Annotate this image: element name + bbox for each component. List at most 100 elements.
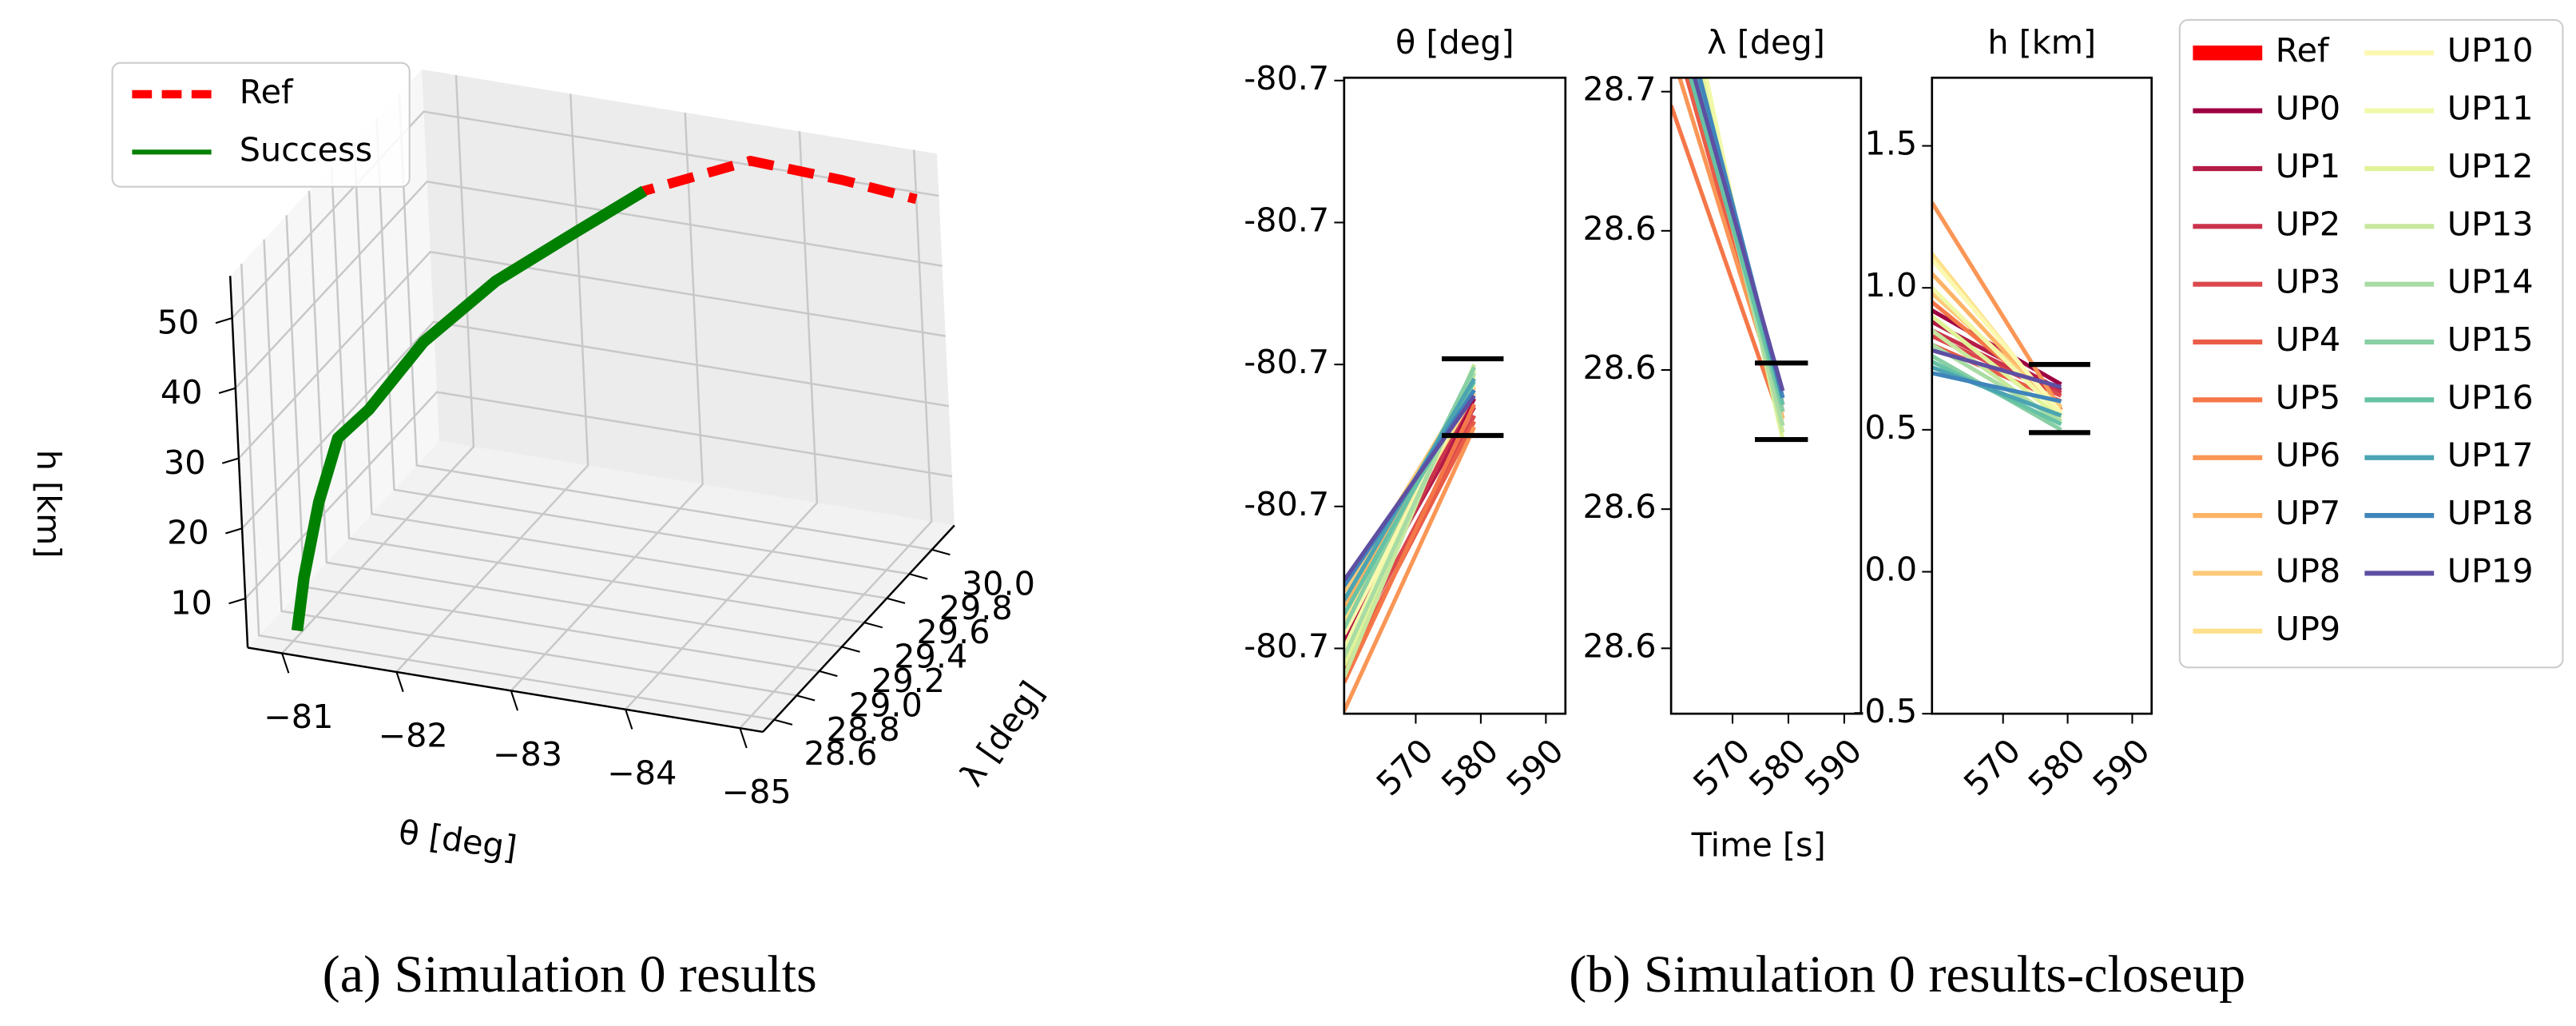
y-tick-label: 1.5 <box>1864 125 1917 163</box>
y-tick-label: 28.7 <box>1582 70 1656 109</box>
pane-floor <box>248 441 955 732</box>
x-tick <box>625 709 633 730</box>
panel-frame <box>1343 76 1567 715</box>
legend-label: Ref <box>2276 31 2330 70</box>
panel-frame <box>1669 76 1863 715</box>
x-tick-label: 580 <box>1435 731 1506 803</box>
y-tick-label: -80.7 <box>1244 626 1329 665</box>
x-tick <box>510 690 519 711</box>
x-axis-label: θ [deg] <box>396 813 519 867</box>
y-tick-label: -80.7 <box>1244 59 1329 97</box>
x-axis-label: Time [s] <box>1691 826 1826 865</box>
y-tick-label: 28.6 <box>1582 209 1656 248</box>
legend-label: UP7 <box>2276 494 2340 532</box>
y-tick <box>841 646 860 653</box>
y-axis-label: λ [deg] <box>952 674 1051 793</box>
series-line <box>1344 403 1477 684</box>
y-tick-label: 29.8 <box>939 589 1013 627</box>
series-line <box>1688 78 1785 406</box>
series-line <box>1344 426 1477 712</box>
y-tick-label: 1.0 <box>1864 266 1917 304</box>
legend-label: UP10 <box>2447 31 2534 70</box>
z-tick-label: 30 <box>164 443 206 482</box>
grid-line <box>395 93 589 673</box>
series-line <box>1671 105 1785 427</box>
grid-line <box>398 93 932 551</box>
panel-frame <box>1931 76 2153 715</box>
z-axis <box>228 276 249 648</box>
series-line <box>1931 348 2062 389</box>
grid-line <box>625 131 819 710</box>
trajectory <box>291 185 648 632</box>
x-tick-label: −84 <box>607 754 677 792</box>
legend-label: UP0 <box>2276 89 2340 128</box>
legend-label: UP11 <box>2447 89 2534 128</box>
y-tick-label: -80.7 <box>1244 485 1329 523</box>
legend-box <box>111 62 411 188</box>
grid-line <box>510 112 704 692</box>
y-tick-label: 29.6 <box>916 613 990 651</box>
legend-label: UP8 <box>2276 551 2340 590</box>
x-tick-label: 590 <box>1798 731 1870 803</box>
x-tick-label: −83 <box>493 735 562 773</box>
y-tick <box>863 622 883 629</box>
grid-line <box>241 320 950 530</box>
grid-line <box>375 117 910 575</box>
legend-label: UP16 <box>2447 378 2534 416</box>
y-tick-label: 29.0 <box>849 686 923 724</box>
y-tick-label: 29.4 <box>894 638 967 676</box>
x-tick-label: 580 <box>1742 731 1814 803</box>
z-tick <box>225 527 243 535</box>
legend-label: UP6 <box>2276 436 2340 475</box>
legend-label: UP12 <box>2447 147 2534 185</box>
series-line <box>1931 371 2062 404</box>
series-line <box>1931 258 2063 415</box>
z-tick-label: 10 <box>170 583 212 622</box>
series-line <box>1931 365 2062 418</box>
z-tick <box>228 598 246 605</box>
grid-line <box>739 149 933 730</box>
grid-line <box>234 180 943 389</box>
legend-label: UP2 <box>2276 205 2340 243</box>
legend-label: UP13 <box>2447 205 2534 243</box>
legend-label: UP19 <box>2447 551 2534 590</box>
x-tick-label: −81 <box>264 698 333 736</box>
z-axis-label: h [km] <box>30 450 68 559</box>
grid-line <box>281 74 475 654</box>
caption: (a) Simulation 0 results <box>323 945 817 1004</box>
y-tick <box>931 548 951 556</box>
pane-left <box>230 69 439 648</box>
grid-line <box>240 263 775 721</box>
y-tick-label: 30.0 <box>962 564 1035 602</box>
grid-line <box>308 190 843 648</box>
x-tick-label: −85 <box>721 773 791 811</box>
y-tick-label: 29.2 <box>871 662 945 700</box>
series-line <box>1692 78 1785 392</box>
y-tick-label: 28.6 <box>804 734 877 773</box>
z-tick <box>221 457 240 464</box>
y-tick-label: 28.6 <box>1582 487 1656 526</box>
panel-title: λ [deg] <box>1707 23 1825 62</box>
y-axis <box>762 524 955 733</box>
y-tick-label: 28.6 <box>1582 626 1656 665</box>
x-tick <box>281 653 290 674</box>
x-tick-label: −82 <box>378 717 447 755</box>
legend-label: UP9 <box>2276 610 2340 648</box>
y-tick-label: 28.6 <box>1582 348 1656 387</box>
legend-label: UP17 <box>2447 436 2534 475</box>
y-tick-label: 28.8 <box>827 710 900 749</box>
grid-line <box>353 142 887 599</box>
x-tick <box>395 671 404 693</box>
series-line <box>1344 394 1476 582</box>
panel-title: θ [deg] <box>1395 23 1514 62</box>
z-tick <box>215 317 232 324</box>
y-tick-label: 0.0 <box>1864 551 1917 589</box>
legend-label: UP1 <box>2276 147 2340 185</box>
y-tick-label: -0.5 <box>1853 692 1918 730</box>
legend-label: UP4 <box>2276 320 2340 359</box>
x-tick-label: 570 <box>1686 731 1758 803</box>
y-tick <box>909 573 928 580</box>
grid-line <box>263 239 797 697</box>
